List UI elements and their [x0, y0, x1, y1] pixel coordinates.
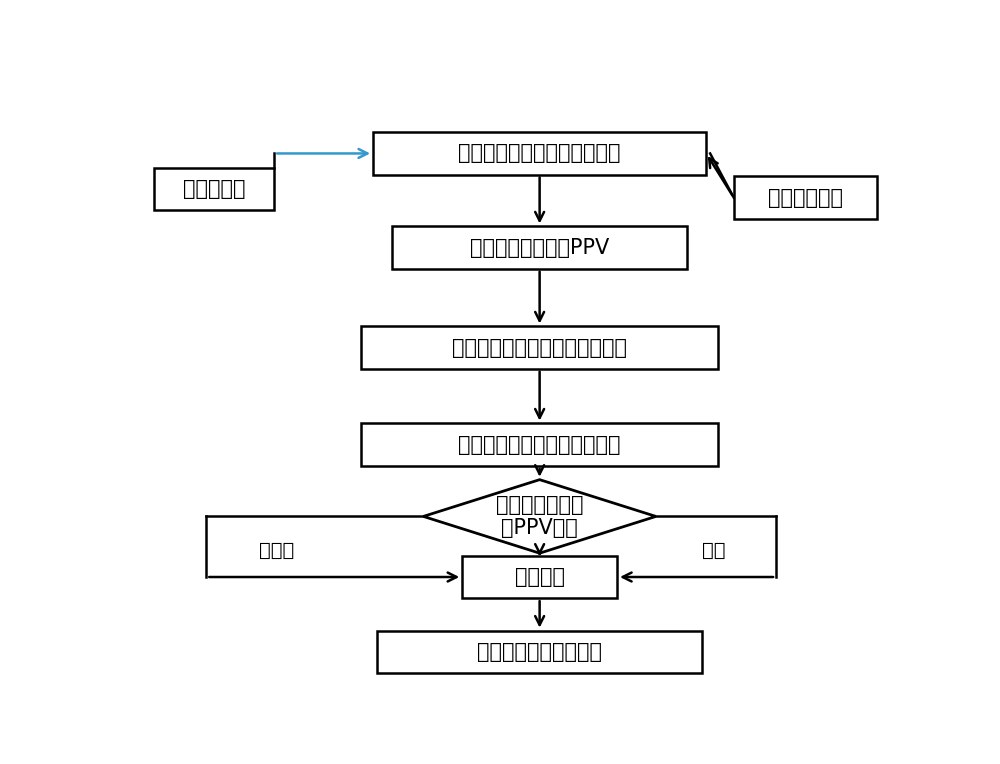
Text: 超过: 超过	[702, 541, 726, 560]
Text: 初步划定地表层岩土分层层位: 初步划定地表层岩土分层层位	[458, 144, 621, 163]
Text: 安全阈值: 安全阈值	[515, 567, 565, 587]
Bar	[361, 423, 718, 466]
Bar	[377, 630, 702, 673]
Text: 利用预测参数进
行PPV试算: 利用预测参数进 行PPV试算	[496, 495, 583, 538]
Bar	[361, 326, 718, 369]
Text: 确定最优安全激发方案: 确定最优安全激发方案	[477, 642, 602, 662]
Polygon shape	[423, 480, 656, 553]
Bar	[154, 167, 274, 210]
Bar	[373, 132, 706, 175]
Bar	[392, 226, 687, 269]
Text: 近地表调查: 近地表调查	[183, 179, 245, 199]
Text: 估算试炮药量: 估算试炮药量	[768, 188, 843, 208]
Text: 建立地层震动衰减参数反演矩阵: 建立地层震动衰减参数反演矩阵	[452, 338, 627, 358]
Bar	[462, 556, 617, 598]
Text: 小药量试炮并提取PPV: 小药量试炮并提取PPV	[470, 238, 609, 257]
Text: 未超过: 未超过	[258, 541, 294, 560]
Bar	[734, 176, 877, 219]
Text: 求解反演矩阵并得到衰减系数: 求解反演矩阵并得到衰减系数	[458, 435, 621, 455]
